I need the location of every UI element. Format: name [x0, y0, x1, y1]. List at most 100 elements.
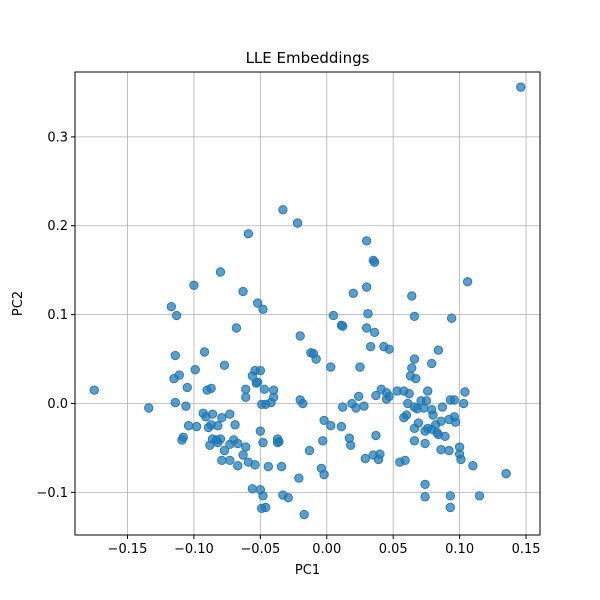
data-point — [225, 409, 235, 419]
data-point — [191, 421, 202, 432]
data-point — [456, 454, 466, 465]
data-point — [166, 301, 176, 312]
x-tick-label: 0.00 — [312, 542, 341, 557]
data-point — [423, 386, 433, 396]
y-tick-label: 0.1 — [47, 308, 68, 323]
data-point — [445, 395, 455, 405]
data-point — [428, 410, 438, 420]
data-point — [420, 438, 430, 449]
data-point — [213, 421, 223, 431]
data-point — [437, 402, 447, 412]
x-tick-label: −0.10 — [174, 542, 214, 557]
data-point — [190, 365, 200, 375]
data-point — [346, 440, 356, 450]
data-point — [276, 461, 287, 472]
data-point — [326, 421, 336, 431]
data-point — [215, 267, 226, 277]
data-point — [170, 397, 180, 408]
data-point — [183, 421, 194, 431]
data-point — [468, 461, 478, 471]
data-point — [295, 331, 305, 341]
data-point — [420, 492, 430, 502]
data-point — [444, 445, 454, 456]
data-point — [427, 358, 437, 369]
y-tick-label: 0.0 — [47, 397, 68, 412]
data-point — [319, 415, 329, 426]
data-point — [258, 304, 268, 314]
y-tick-label: 0.2 — [47, 219, 68, 234]
x-tick-label: −0.05 — [240, 542, 280, 557]
data-point — [407, 291, 417, 301]
data-point — [250, 460, 260, 470]
data-point — [338, 321, 348, 331]
x-tick-label: 0.05 — [379, 542, 408, 557]
data-point — [318, 436, 328, 446]
data-point — [400, 455, 410, 466]
x-tick-label: 0.15 — [512, 542, 541, 557]
data-point — [336, 421, 347, 432]
grid-lines — [75, 72, 540, 535]
data-point — [369, 257, 380, 267]
data-point — [182, 382, 192, 393]
x-axis-label: PC1 — [295, 563, 320, 578]
data-point — [247, 371, 258, 381]
y-tick-label: −0.1 — [36, 486, 68, 501]
chart-title: LLE Embeddings — [246, 49, 370, 67]
data-point — [230, 420, 240, 430]
data-point — [361, 236, 372, 246]
data-point — [181, 401, 191, 411]
data-point — [409, 354, 420, 364]
data-point — [351, 403, 361, 413]
data-point — [338, 402, 348, 412]
data-point — [440, 431, 450, 442]
data-point — [219, 445, 230, 456]
data-point — [420, 479, 430, 489]
data-point — [283, 493, 293, 503]
data-point — [241, 442, 251, 452]
data-point — [361, 282, 372, 292]
data-point — [219, 360, 230, 370]
data-point — [436, 445, 446, 455]
data-point — [292, 218, 303, 228]
data-point — [243, 229, 254, 239]
data-point — [319, 469, 329, 480]
data-point — [206, 383, 216, 394]
data-point — [217, 413, 227, 423]
plot-frame — [74, 71, 541, 536]
data-point — [445, 502, 455, 513]
data-point — [211, 435, 222, 445]
data-point — [233, 438, 243, 449]
data-point — [458, 398, 469, 409]
data-point — [233, 461, 243, 471]
data-point — [404, 389, 414, 399]
data-point — [375, 449, 385, 459]
data-point — [411, 373, 421, 384]
data-point — [328, 310, 339, 321]
data-point — [450, 417, 461, 427]
data-point — [516, 82, 526, 92]
data-point — [299, 509, 309, 520]
data-point — [474, 491, 485, 501]
data-point — [462, 277, 473, 287]
data-point — [353, 391, 364, 402]
data-point — [177, 435, 187, 445]
data-point — [361, 323, 372, 333]
data-point — [311, 354, 321, 364]
data-point — [251, 378, 262, 388]
data-point — [409, 423, 420, 434]
data-point — [371, 430, 381, 441]
data-point — [255, 426, 265, 436]
data-point — [258, 491, 268, 501]
data-point — [369, 327, 380, 338]
data-points — [89, 82, 526, 520]
y-axis-ticks: −0.1 0.0 0.1 0.2 0.3 — [36, 130, 75, 501]
data-point — [255, 365, 265, 376]
data-point — [446, 313, 457, 323]
data-point — [355, 362, 365, 372]
data-point — [225, 455, 235, 466]
data-point — [360, 453, 370, 464]
data-point — [258, 437, 268, 448]
x-tick-label: 0.10 — [445, 542, 474, 557]
data-point — [253, 298, 263, 308]
